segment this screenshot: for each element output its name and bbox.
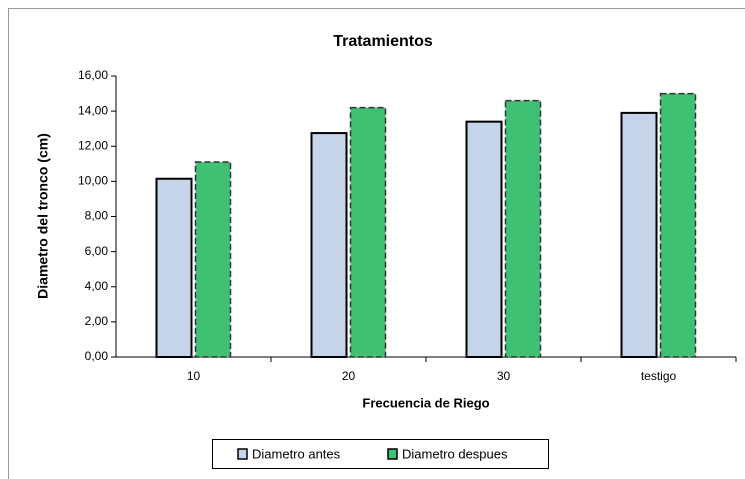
y-tick-label: 12,00 [78, 138, 108, 152]
bar [620, 111, 658, 358]
y-tick-label: 10,00 [78, 174, 108, 188]
bar [504, 99, 542, 358]
y-tick-label: 14,00 [78, 103, 108, 117]
chart-frame [8, 8, 745, 479]
chart-title: Tratamientos [333, 33, 433, 50]
y-tick-label: 8,00 [85, 209, 109, 223]
x-tick-label: 10 [187, 369, 201, 383]
y-tick-label: 6,00 [85, 244, 109, 258]
y-tick-label: 16,00 [78, 68, 108, 82]
x-axis-label: Frecuencia de Riego [362, 395, 489, 410]
bar [659, 92, 697, 358]
bar [194, 161, 232, 358]
x-tick-label: 30 [497, 369, 511, 383]
legend-swatch [387, 448, 398, 460]
x-tick-label: testigo [641, 369, 677, 383]
bar [155, 177, 193, 358]
legend-box [212, 439, 549, 469]
y-tick-label: 4,00 [85, 279, 109, 293]
bar [349, 106, 387, 358]
bar [310, 132, 348, 358]
legend-label: Diametro despues [402, 446, 508, 461]
y-axis-label: Diametro del tronco (cm) [35, 133, 51, 299]
bar [465, 120, 503, 358]
legend-swatch [237, 448, 248, 460]
y-tick-label: 2,00 [85, 314, 109, 328]
y-tick-label: 0,00 [85, 349, 109, 363]
legend-label: Diametro antes [252, 446, 341, 461]
x-tick-label: 20 [342, 369, 356, 383]
